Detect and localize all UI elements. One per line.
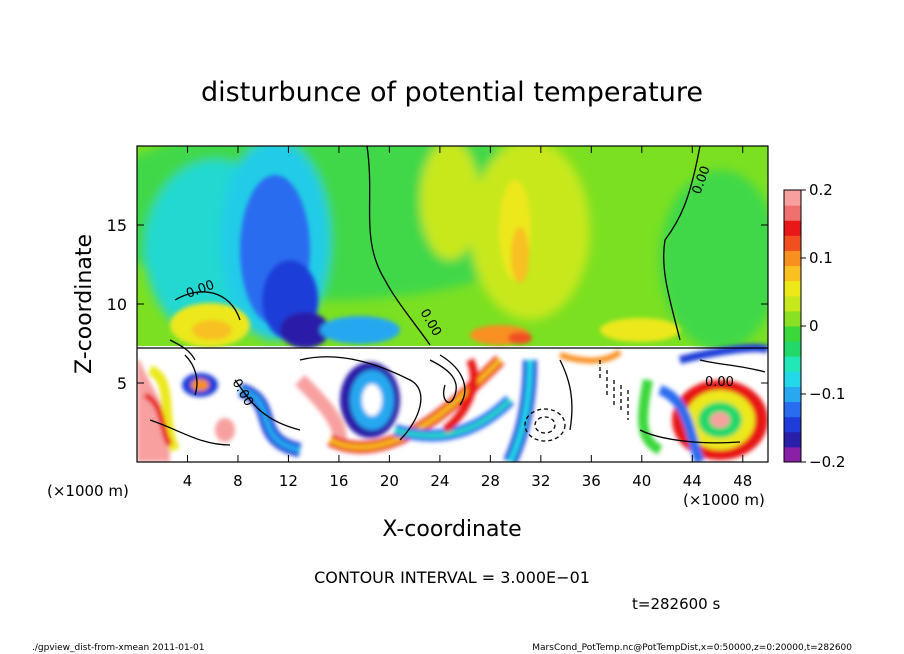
x-unit-right: (×1000 m) xyxy=(683,491,765,509)
chart-title: disturbunce of potential temperature xyxy=(201,77,703,108)
colorbar-swatch xyxy=(784,356,801,372)
x-tick-label: 48 xyxy=(733,472,752,490)
colorbar-tick-label: 0 xyxy=(809,317,819,335)
x-unit-left: (×1000 m) xyxy=(47,482,129,500)
colorbar-tick-label: 0.2 xyxy=(809,181,833,199)
colorbar-swatch xyxy=(784,190,801,206)
colorbar-swatch xyxy=(784,341,801,357)
x-tick-label: 40 xyxy=(632,472,651,490)
x-tick-label: 44 xyxy=(683,472,702,490)
colorbar-swatch xyxy=(784,265,801,282)
x-tick-label: 36 xyxy=(582,472,601,490)
colorbar-swatch xyxy=(784,250,801,267)
x-tick-label: 8 xyxy=(233,472,243,490)
contour-label: 0.00 xyxy=(705,375,734,390)
colorbar-swatch xyxy=(784,446,801,463)
colorbar-swatch xyxy=(784,371,801,387)
colorbar-swatch xyxy=(784,220,801,236)
y-tick-label: 15 xyxy=(107,216,127,235)
colorbar-swatch xyxy=(784,386,801,403)
x-tick-label: 24 xyxy=(430,472,449,490)
x-tick-label: 32 xyxy=(531,472,550,490)
colorbar: 0.2 0.1 0 −0.1 −0.2 xyxy=(783,181,845,471)
heatmap-field xyxy=(137,146,768,462)
footer-left: ./gpview_dist-from-xmean 2011-01-01 xyxy=(32,643,204,653)
x-tick-label: 12 xyxy=(279,472,298,490)
contour-lines xyxy=(137,146,768,446)
contour-interval: CONTOUR INTERVAL = 3.000E−01 xyxy=(314,568,590,587)
colorbar-swatch xyxy=(784,295,801,312)
colorbar-swatch xyxy=(784,205,801,221)
colorbar-swatch xyxy=(784,235,801,251)
y-axis-label: Z-coordinate xyxy=(72,234,97,374)
x-tick-label: 28 xyxy=(481,472,500,490)
y-axis: 5 10 15 xyxy=(107,216,768,393)
colorbar-tick-label: −0.2 xyxy=(809,453,845,471)
x-tick-label: 16 xyxy=(329,472,348,490)
colorbar-swatch xyxy=(784,416,801,433)
footer-right: MarsCond_PotTemp.nc@PotTempDist,x=0:5000… xyxy=(532,643,852,653)
y-tick-label: 10 xyxy=(107,295,127,314)
colorbar-swatch xyxy=(784,431,801,448)
y-tick-label: 5 xyxy=(117,374,127,393)
x-tick-label: 20 xyxy=(380,472,399,490)
colorbar-swatch xyxy=(784,310,801,327)
x-axis: 4 8 12 16 20 24 28 32 36 40 44 48 xyxy=(183,146,752,490)
colorbar-swatch xyxy=(784,401,801,418)
x-axis-label: X-coordinate xyxy=(382,517,521,542)
colorbar-tick-label: −0.1 xyxy=(809,385,845,403)
colorbar-tick-label: 0.1 xyxy=(809,249,833,267)
colorbar-swatch xyxy=(784,280,801,297)
x-tick-label: 4 xyxy=(183,472,193,490)
colorbar-swatch xyxy=(784,326,801,342)
time-label: t=282600 s xyxy=(632,595,720,613)
